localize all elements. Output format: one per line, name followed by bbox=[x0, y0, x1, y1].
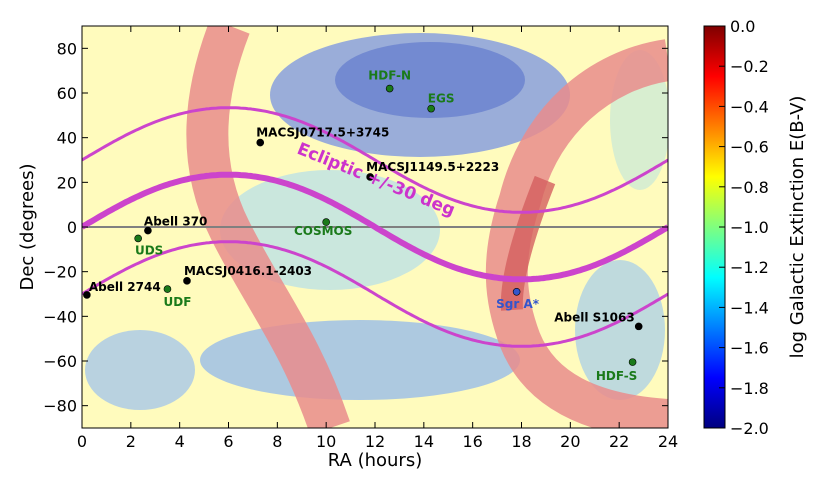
colorbar-ticks: 0.0 −0.2 −0.4 −0.6 −0.8 −1.0 −1.2 −1.4 −1.6 −1.8 −… bbox=[719, 17, 769, 438]
x-tick-label: 16 bbox=[462, 432, 482, 451]
x-tick-label: 0 bbox=[77, 432, 87, 451]
y-tick-label: 60 bbox=[57, 84, 77, 103]
y-tick-label: −40 bbox=[43, 307, 77, 326]
x-tick-label: 10 bbox=[316, 432, 336, 451]
target-marker bbox=[366, 173, 374, 181]
y-tick-label: 80 bbox=[57, 39, 77, 58]
y-tick-label: 0 bbox=[67, 218, 77, 237]
colorbar-tick-label: −2.0 bbox=[730, 419, 769, 438]
target-label: MACSJ0717.5+3745 bbox=[256, 126, 389, 140]
target-marker bbox=[634, 322, 643, 331]
target-label: HDF-N bbox=[368, 69, 411, 83]
low-extinction-south bbox=[200, 320, 520, 400]
x-tick-label: 2 bbox=[126, 432, 136, 451]
y-axis-label: Dec (degrees) bbox=[17, 163, 38, 290]
target-marker bbox=[83, 291, 91, 299]
x-tick-label: 8 bbox=[272, 432, 282, 451]
x-axis-label: RA (hours) bbox=[328, 450, 422, 471]
ecliptic-minus-30-line bbox=[82, 240, 668, 348]
target-marker bbox=[512, 287, 521, 296]
galactic-plane-core bbox=[500, 175, 556, 311]
colorbar-label: log Galactic Extinction E(B-V) bbox=[787, 96, 808, 359]
target-markers: HDF-N EGS MACSJ0717.5+3745 MACSJ1149.5+2223… bbox=[83, 69, 643, 383]
colorbar-tick-label: −1.6 bbox=[730, 339, 769, 358]
x-tick-label: 18 bbox=[511, 432, 531, 451]
colorbar-tick-label: −1.0 bbox=[730, 218, 769, 237]
target-marker bbox=[427, 104, 435, 113]
galactic-plane-band-left bbox=[186, 26, 350, 428]
target-marker bbox=[134, 234, 142, 243]
ecliptic-line bbox=[82, 171, 668, 283]
y-tick-label: 20 bbox=[57, 173, 77, 192]
target-marker bbox=[183, 277, 191, 285]
low-extinction-west bbox=[85, 330, 195, 410]
y-tick-label: −20 bbox=[43, 263, 77, 282]
target-label: MACSJ1149.5+2223 bbox=[366, 160, 499, 174]
low-extinction-north-inner bbox=[335, 42, 525, 118]
colorbar-tick-label: −0.8 bbox=[730, 178, 769, 197]
target-marker bbox=[163, 285, 172, 293]
colorbar-tick-label: −1.8 bbox=[730, 379, 769, 398]
x-tick-label: 4 bbox=[175, 432, 185, 451]
mid-extinction-band bbox=[220, 170, 440, 290]
target-label: Abell 2744 bbox=[89, 280, 161, 294]
target-marker bbox=[385, 84, 394, 93]
target-label: Abell 370 bbox=[144, 215, 207, 229]
colorbar-tick-label: 0.0 bbox=[730, 17, 755, 36]
target-label: UDF bbox=[164, 295, 192, 309]
colorbar-tick-label: −1.4 bbox=[730, 298, 769, 317]
target-label: COSMOS bbox=[294, 224, 352, 238]
target-label: Sgr A* bbox=[496, 297, 540, 311]
target-marker bbox=[628, 358, 637, 366]
target-label: MACSJ0416.1-2403 bbox=[184, 264, 312, 278]
low-extinction-east bbox=[575, 260, 665, 400]
y-axis-ticks: −80 −60 −40 −20 0 20 40 60 80 bbox=[43, 39, 668, 416]
colorbar-tick-label: −0.4 bbox=[730, 97, 769, 116]
target-label: HDF-S bbox=[596, 369, 637, 383]
y-tick-label: −80 bbox=[43, 397, 77, 416]
x-tick-label: 24 bbox=[658, 432, 678, 451]
target-label: UDS bbox=[135, 243, 163, 257]
x-tick-label: 22 bbox=[609, 432, 629, 451]
target-label: EGS bbox=[428, 92, 455, 106]
x-tick-label: 6 bbox=[223, 432, 233, 451]
colorbar-tick-label: −0.6 bbox=[730, 138, 769, 157]
target-label: Abell S1063 bbox=[554, 310, 634, 324]
target-marker bbox=[144, 226, 152, 235]
target-marker bbox=[256, 138, 265, 147]
x-axis-ticks: 0 2 4 6 8 10 12 14 16 18 20 22 24 bbox=[77, 26, 678, 451]
x-tick-label: 20 bbox=[560, 432, 580, 451]
colorbar-tick-label: −0.2 bbox=[730, 57, 769, 76]
x-tick-label: 14 bbox=[414, 432, 434, 451]
target-marker bbox=[322, 218, 330, 226]
x-tick-label: 12 bbox=[365, 432, 385, 451]
y-tick-label: −60 bbox=[43, 352, 77, 371]
ecliptic-plus-30-line bbox=[82, 106, 668, 214]
y-tick-label: 40 bbox=[57, 129, 77, 148]
colorbar-tick-label: −1.2 bbox=[730, 258, 769, 277]
